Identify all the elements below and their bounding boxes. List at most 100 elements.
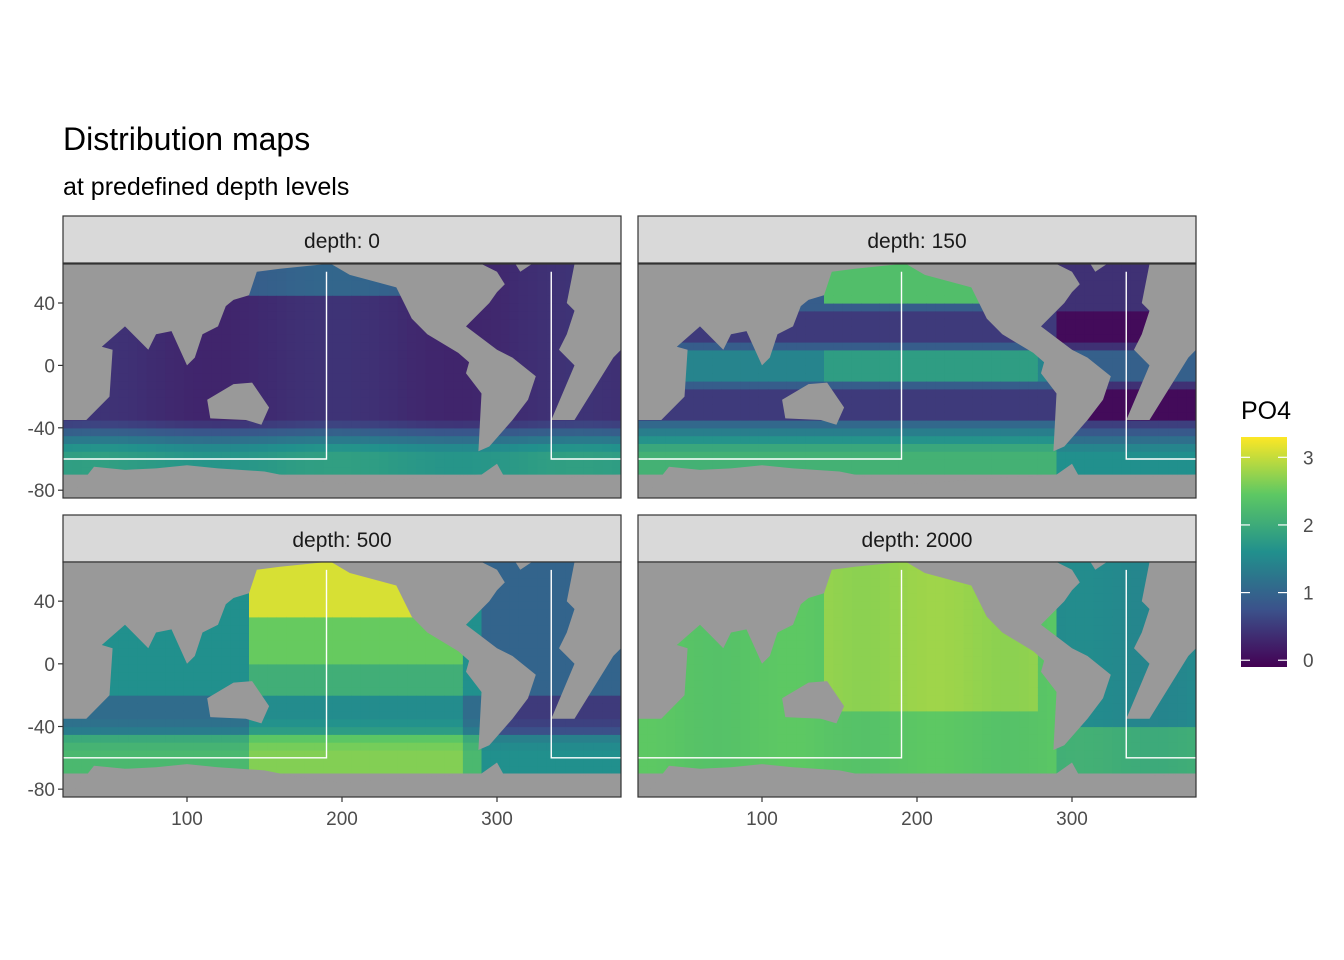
heat-cell bbox=[935, 295, 946, 304]
heat-cell bbox=[537, 459, 548, 468]
heat-cell bbox=[249, 609, 259, 618]
heat-cell bbox=[174, 373, 185, 382]
heat-cell bbox=[193, 734, 204, 743]
heat-cell bbox=[360, 640, 371, 649]
heat-cell bbox=[693, 373, 704, 382]
heat-cell bbox=[907, 326, 918, 335]
heat-cell bbox=[407, 718, 417, 728]
heat-cell bbox=[202, 750, 213, 759]
heat-cell bbox=[1037, 451, 1048, 460]
heat-cell bbox=[833, 365, 844, 374]
heat-cell bbox=[202, 427, 213, 437]
heat-cell bbox=[202, 459, 213, 468]
heat-cell bbox=[230, 671, 241, 681]
heat-cell bbox=[146, 703, 157, 712]
heat-cell bbox=[351, 742, 362, 751]
heat-cell bbox=[574, 443, 585, 452]
heat-cell bbox=[258, 624, 269, 634]
heat-cell bbox=[416, 381, 427, 390]
heat-cell bbox=[397, 435, 408, 444]
heat-cell bbox=[444, 427, 455, 437]
heat-cell bbox=[304, 310, 315, 320]
heat-cell bbox=[109, 381, 120, 390]
heat-cell bbox=[369, 388, 380, 398]
heat-cell bbox=[342, 381, 352, 390]
heat-cell bbox=[202, 349, 213, 359]
heat-cell bbox=[1028, 396, 1039, 405]
heat-cell bbox=[982, 326, 992, 335]
heat-cell bbox=[323, 264, 334, 273]
heat-cell bbox=[369, 695, 380, 704]
heat-cell bbox=[1000, 443, 1011, 452]
heat-cell bbox=[379, 435, 390, 444]
heat-cell bbox=[249, 734, 259, 743]
heat-cell bbox=[1103, 404, 1113, 413]
heat-cell bbox=[537, 396, 548, 405]
heat-cell bbox=[342, 373, 352, 382]
heat-cell bbox=[805, 342, 816, 351]
heat-cell bbox=[693, 459, 704, 468]
heat-cell bbox=[879, 373, 890, 382]
heat-cell bbox=[397, 412, 408, 421]
heat-cell bbox=[954, 342, 965, 351]
heat-cell bbox=[1075, 326, 1085, 335]
heat-cell bbox=[898, 287, 909, 296]
heat-cell bbox=[183, 734, 194, 743]
heat-cell bbox=[211, 687, 222, 696]
heat-cell bbox=[777, 342, 788, 351]
heat-cell bbox=[1065, 451, 1076, 460]
heat-cell bbox=[146, 381, 157, 390]
heat-cell bbox=[276, 435, 287, 444]
heat-cell bbox=[156, 420, 166, 429]
heat-cell bbox=[165, 726, 176, 735]
heat-cell bbox=[611, 443, 621, 452]
heat-cell bbox=[369, 334, 380, 343]
heat-cell bbox=[1112, 310, 1123, 320]
heat-cell bbox=[1019, 396, 1030, 405]
heat-cell bbox=[286, 357, 297, 366]
heat-cell bbox=[1075, 459, 1085, 468]
heat-cell bbox=[165, 342, 176, 351]
heat-cell bbox=[369, 656, 380, 665]
heat-cell bbox=[118, 334, 129, 343]
heat-cell bbox=[565, 264, 576, 273]
heat-cell bbox=[851, 381, 862, 390]
heat-cell bbox=[156, 435, 166, 444]
heat-cell bbox=[137, 404, 148, 413]
heat-cell bbox=[211, 757, 222, 767]
heat-cell bbox=[684, 334, 695, 343]
heat-cell bbox=[1103, 388, 1113, 398]
heat-cell bbox=[109, 427, 120, 437]
heat-cell bbox=[861, 365, 872, 374]
heat-cell bbox=[128, 388, 138, 398]
heat-cell bbox=[611, 435, 621, 444]
heat-cell bbox=[917, 420, 927, 429]
heat-cell bbox=[388, 310, 399, 320]
heat-cell bbox=[602, 412, 613, 421]
heat-cell bbox=[388, 703, 399, 712]
heat-cell bbox=[90, 757, 101, 767]
heat-cell bbox=[509, 466, 520, 476]
heat-cell bbox=[81, 750, 92, 759]
heat-cell bbox=[388, 326, 399, 335]
heat-cell bbox=[258, 577, 269, 587]
heat-cell bbox=[982, 318, 992, 327]
heat-cell bbox=[379, 734, 390, 743]
heat-cell bbox=[537, 342, 548, 351]
heat-cell bbox=[972, 381, 983, 390]
heat-cell bbox=[954, 349, 965, 359]
heat-cell bbox=[351, 726, 362, 735]
heat-cell bbox=[1028, 435, 1039, 444]
heat-cell bbox=[1168, 459, 1178, 468]
heat-cell bbox=[137, 412, 148, 421]
heat-cell bbox=[146, 695, 157, 704]
heat-cell bbox=[712, 381, 723, 390]
heat-cell bbox=[109, 632, 120, 641]
heat-cell bbox=[1047, 427, 1058, 437]
heat-cell bbox=[1075, 295, 1085, 304]
heat-cell bbox=[537, 373, 548, 382]
heat-cell bbox=[286, 443, 297, 452]
heat-cell bbox=[509, 451, 520, 460]
heat-cell bbox=[814, 303, 825, 312]
